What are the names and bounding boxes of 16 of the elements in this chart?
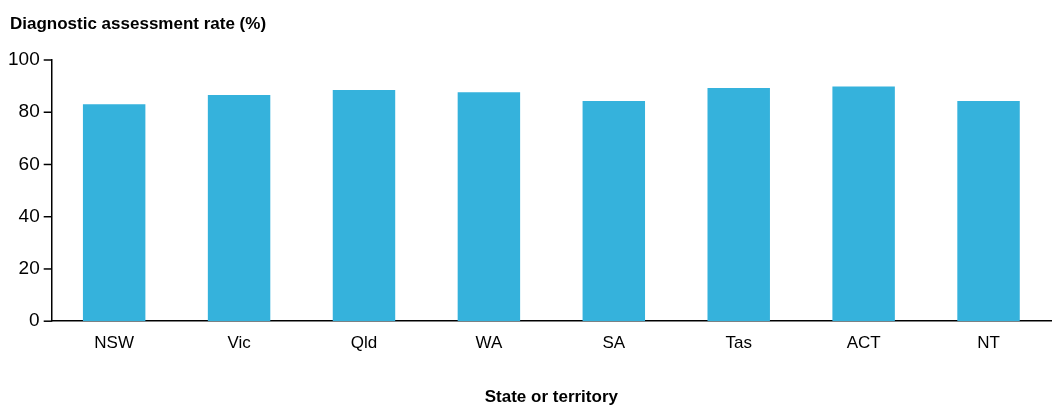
y-tick-label: 40	[18, 204, 40, 226]
x-tick-label: Qld	[350, 333, 378, 353]
y-tick-label: 100	[8, 48, 40, 70]
x-axis-title: State or territory	[484, 387, 619, 407]
y-tick-label: 60	[18, 152, 40, 174]
x-tick-label: SA	[602, 333, 626, 353]
x-tick-label: ACT	[846, 333, 881, 353]
x-tick-label: WA	[475, 333, 503, 353]
x-tick-label: Tas	[725, 333, 752, 353]
y-tick-label: 20	[18, 257, 40, 279]
y-tick-label: 0	[29, 309, 40, 331]
x-tick-label: NT	[977, 333, 1000, 353]
x-tick-label: Vic	[227, 333, 252, 353]
y-tick-label: 80	[18, 100, 40, 122]
y-axis-title: Diagnostic assessment rate (%)	[10, 14, 267, 34]
x-tick-label: NSW	[94, 333, 134, 353]
